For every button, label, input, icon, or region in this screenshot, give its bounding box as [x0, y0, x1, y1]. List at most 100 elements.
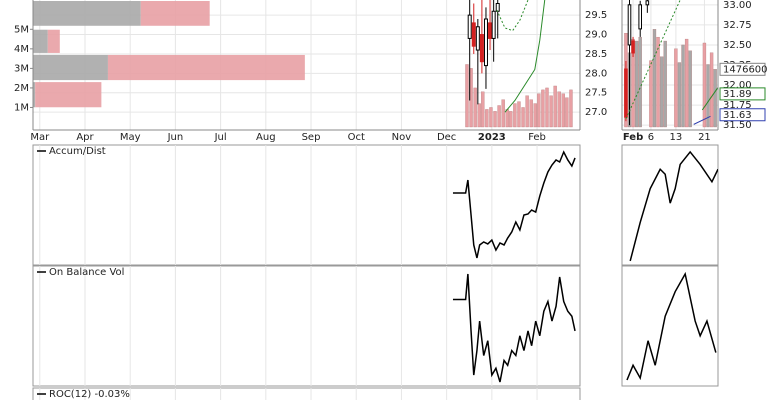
volume-tick-label: 3M — [14, 63, 29, 74]
x-tick-label: 2023 — [478, 132, 506, 143]
panel-frame — [621, 144, 719, 266]
volume-bar — [501, 99, 505, 128]
value-marker-box — [719, 108, 766, 122]
y-tick-label: 28.0 — [585, 68, 607, 79]
volume-bar — [569, 89, 573, 128]
panel-frame — [32, 144, 581, 266]
moving-average-line — [504, 0, 546, 113]
candle-body — [471, 22, 476, 47]
value-marker-label: 31.63 — [723, 110, 752, 121]
panel-title: On Balance Vol — [49, 267, 124, 278]
x-tick-label: May — [120, 132, 141, 143]
y-tick-label: 27.0 — [585, 107, 607, 118]
candle-body — [475, 26, 480, 51]
plot-area — [622, 0, 718, 130]
volume-bar — [565, 97, 569, 128]
volume-bar — [709, 52, 714, 128]
volume-bar — [529, 99, 533, 128]
candle-body — [483, 18, 488, 67]
volume-bar — [549, 95, 553, 128]
candle-body — [479, 34, 484, 63]
x-tick-label: 13 — [670, 132, 683, 143]
volume-tick-label: 4M — [14, 44, 29, 55]
x-tick-label: Dec — [437, 132, 456, 143]
y-tick-label: 29.0 — [585, 30, 607, 41]
value-marker-box — [719, 87, 766, 101]
plot-area — [626, 271, 717, 381]
plot-area — [33, 0, 580, 130]
volume-tick-label: 1M — [14, 102, 29, 113]
candle-body — [624, 68, 628, 118]
y-tick-label: 33.00 — [723, 0, 752, 11]
volume-bar — [513, 103, 517, 128]
volume-by-price-bar — [140, 1, 210, 26]
candle-body — [631, 40, 635, 54]
indicator-line — [626, 271, 717, 381]
moving-average-line — [625, 0, 681, 119]
candle-body — [488, 22, 493, 39]
volume-bar — [493, 111, 497, 128]
volume-bar — [477, 103, 481, 128]
x-tick-label: Oct — [348, 132, 365, 143]
x-tick-label: Feb — [528, 132, 546, 143]
volume-bar — [541, 89, 545, 128]
x-tick-label: Apr — [76, 132, 94, 143]
candle-body — [645, 0, 650, 6]
volume-bar — [684, 38, 689, 128]
volume-bar — [505, 109, 509, 128]
indicator-line — [452, 150, 576, 259]
volume-by-price-bar — [33, 82, 36, 108]
volume-bar — [561, 93, 565, 128]
panel-title: ROC(12) -0.03% — [49, 389, 130, 400]
volume-bar — [713, 69, 717, 128]
value-marker-label: 1476600 — [723, 64, 768, 75]
y-tick-label: 32.50 — [723, 40, 752, 51]
x-tick-label: 6 — [648, 132, 654, 143]
plot-area — [39, 145, 576, 265]
volume-bar — [652, 29, 657, 128]
x-tick-label: Mar — [30, 132, 50, 143]
volume-bar — [677, 62, 682, 128]
volume-by-price-bar — [35, 82, 102, 108]
volume-bar — [663, 40, 667, 128]
candle-body — [627, 4, 632, 46]
volume-by-price-bar — [107, 54, 305, 81]
panel-frame — [621, 265, 719, 387]
volume-by-price-bar — [33, 1, 141, 26]
moving-average-line — [693, 115, 711, 125]
indicator-line — [629, 150, 718, 262]
x-tick-label: Aug — [256, 132, 276, 143]
panel-frame — [32, 387, 581, 400]
volume-bar — [681, 44, 685, 128]
panel-frame — [32, 265, 581, 387]
x-tick-label: Feb — [623, 132, 643, 143]
panel-title: Accum/Dist — [49, 146, 106, 157]
candle-body — [495, 2, 500, 12]
y-tick-label: 32.00 — [723, 80, 752, 91]
y-tick-label: 29.5 — [585, 10, 607, 21]
volume-bar — [557, 91, 561, 128]
value-marker-label: 31.89 — [723, 89, 752, 100]
y-tick-label: 27.5 — [585, 88, 607, 99]
volume-bar — [481, 91, 485, 128]
x-tick-label: 21 — [698, 132, 711, 143]
volume-bar — [509, 111, 513, 128]
volume-bar — [517, 101, 521, 128]
plot-area — [39, 266, 576, 386]
moving-average-line — [496, 0, 529, 32]
y-tick-label: 32.75 — [723, 20, 752, 31]
x-tick-label: Sep — [302, 132, 321, 143]
volume-bar — [674, 48, 678, 128]
volume-bar — [659, 56, 664, 128]
volume-bar — [706, 64, 710, 128]
volume-bar — [525, 95, 529, 128]
volume-bar — [545, 87, 549, 128]
candle-body — [638, 4, 643, 30]
x-tick-label: Nov — [392, 132, 412, 143]
volume-bar — [649, 60, 653, 128]
plot-area — [629, 150, 718, 262]
x-tick-label: Jun — [167, 132, 184, 143]
volume-tick-label: 5M — [14, 24, 29, 35]
